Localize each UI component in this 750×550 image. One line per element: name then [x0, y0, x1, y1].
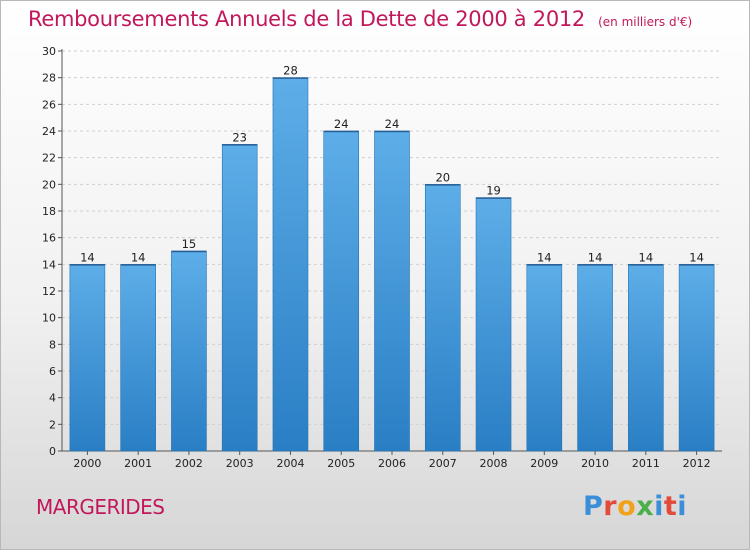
logo-letter: i	[654, 491, 664, 522]
x-tick-label: 2003	[226, 457, 254, 470]
bar-value-label: 14	[537, 250, 552, 264]
bar	[272, 77, 309, 452]
x-tick-label: 2006	[378, 457, 406, 470]
y-tick-label: 2	[49, 418, 56, 431]
bar	[323, 130, 360, 452]
bar	[526, 264, 563, 452]
bar-value-label: 24	[334, 117, 349, 131]
logo-letter: o	[617, 491, 637, 522]
x-tick-label: 2001	[124, 457, 152, 470]
bar	[374, 130, 410, 452]
y-tick-label: 0	[49, 445, 56, 458]
y-tick-label: 4	[49, 392, 56, 405]
y-tick-label: 6	[49, 365, 56, 378]
x-tick-label: 2000	[73, 457, 101, 470]
chart-title: Remboursements Annuels de la Dette de 20…	[28, 7, 585, 31]
bar-value-label: 28	[283, 64, 298, 78]
bar-value-label: 14	[639, 250, 654, 264]
bar	[171, 250, 207, 452]
x-tick-label: 2012	[683, 457, 711, 470]
bar-value-label: 23	[232, 130, 247, 144]
y-tick-label: 24	[42, 125, 56, 138]
x-tick-label: 2010	[581, 457, 609, 470]
bar-value-label: 14	[131, 250, 146, 264]
logo-letter: r	[603, 491, 618, 522]
bar-value-label: 20	[435, 170, 450, 184]
chart-subtitle: (en milliers d'€)	[598, 15, 693, 29]
x-tick-label: 2002	[175, 457, 203, 470]
x-tick-label: 2004	[276, 457, 304, 470]
commune-name: MARGERIDES	[36, 495, 165, 519]
x-tick-label: 2007	[429, 457, 457, 470]
y-tick-label: 22	[42, 152, 56, 165]
x-tick-label: 2005	[327, 457, 355, 470]
y-tick-label: 28	[42, 72, 56, 85]
bars	[69, 77, 715, 452]
x-tick-label: 2008	[480, 457, 508, 470]
y-tick-label: 12	[42, 285, 56, 298]
bar-value-label: 14	[80, 250, 95, 264]
x-tick-label: 2009	[530, 457, 558, 470]
title-row: Remboursements Annuels de la Dette de 20…	[28, 7, 692, 31]
bar	[69, 264, 106, 452]
bar-value-label: 24	[385, 117, 400, 131]
y-tick-label: 26	[42, 98, 56, 111]
logo-letter: t	[663, 491, 678, 522]
bar	[577, 264, 613, 452]
bar	[120, 264, 156, 452]
y-tick-label: 14	[42, 258, 56, 271]
bar	[678, 264, 715, 452]
bar-value-label: 15	[182, 237, 197, 251]
y-tick-label: 10	[42, 312, 56, 325]
y-tick-label: 8	[49, 338, 56, 351]
bar-value-label: 14	[689, 250, 704, 264]
logo-letter: x	[636, 491, 655, 522]
proxiti-logo[interactable]: Proxiti	[583, 491, 687, 522]
bar	[475, 197, 512, 452]
bar-value-label: 19	[486, 184, 501, 198]
y-tick-label: 30	[42, 45, 56, 58]
logo-letter: P	[583, 491, 604, 522]
x-tick-label: 2011	[632, 457, 660, 470]
bar	[628, 264, 664, 452]
y-tick-label: 16	[42, 232, 56, 245]
bar-value-label: 14	[588, 250, 603, 264]
bar	[424, 184, 461, 452]
y-tick-label: 20	[42, 178, 56, 191]
logo-letter: i	[677, 491, 688, 522]
bar	[221, 144, 258, 452]
data-labels: 14 14 15 23 28 24 24 20 19 14 14 14 14	[80, 64, 704, 265]
y-tick-label: 18	[42, 205, 56, 218]
